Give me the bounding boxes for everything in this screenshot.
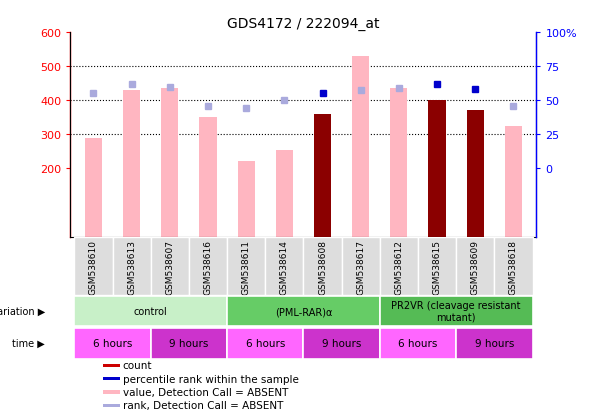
FancyBboxPatch shape (113, 237, 151, 295)
Text: (PML-RAR)α: (PML-RAR)α (275, 306, 332, 316)
FancyBboxPatch shape (74, 296, 227, 327)
Text: GSM538618: GSM538618 (509, 240, 518, 295)
Text: percentile rank within the sample: percentile rank within the sample (123, 374, 299, 384)
Text: GSM538615: GSM538615 (433, 240, 441, 295)
Text: GSM538612: GSM538612 (394, 240, 403, 294)
FancyBboxPatch shape (418, 237, 456, 295)
FancyBboxPatch shape (303, 237, 341, 295)
Text: GSM538614: GSM538614 (280, 240, 289, 294)
Bar (276, 150, 293, 237)
Text: 9 hours: 9 hours (474, 338, 514, 348)
FancyBboxPatch shape (151, 328, 227, 359)
Text: 6 hours: 6 hours (398, 338, 438, 348)
FancyBboxPatch shape (74, 328, 151, 359)
FancyBboxPatch shape (227, 328, 303, 359)
Text: GSM538607: GSM538607 (166, 240, 174, 295)
Bar (103, 364, 120, 367)
FancyBboxPatch shape (456, 237, 494, 295)
FancyBboxPatch shape (303, 328, 380, 359)
Text: GSM538613: GSM538613 (127, 240, 136, 295)
FancyBboxPatch shape (189, 237, 227, 295)
Bar (103, 404, 120, 407)
Text: 9 hours: 9 hours (169, 338, 208, 348)
FancyBboxPatch shape (494, 237, 533, 295)
Bar (103, 390, 120, 394)
Bar (352, 57, 369, 237)
FancyBboxPatch shape (380, 328, 456, 359)
Text: GSM538610: GSM538610 (89, 240, 98, 295)
Bar (85, 138, 102, 237)
Bar (505, 126, 522, 237)
Text: 9 hours: 9 hours (322, 338, 361, 348)
FancyBboxPatch shape (227, 237, 265, 295)
Bar (161, 89, 178, 237)
FancyBboxPatch shape (227, 296, 380, 327)
Text: time ▶: time ▶ (12, 338, 45, 348)
FancyBboxPatch shape (341, 237, 380, 295)
FancyBboxPatch shape (151, 237, 189, 295)
Text: genotype/variation ▶: genotype/variation ▶ (0, 306, 45, 316)
Text: GSM538617: GSM538617 (356, 240, 365, 295)
Bar (466, 111, 484, 237)
Text: GSM538609: GSM538609 (471, 240, 480, 295)
FancyBboxPatch shape (74, 237, 113, 295)
Bar (314, 115, 331, 237)
Bar (238, 161, 255, 237)
Text: GSM538616: GSM538616 (204, 240, 213, 295)
FancyBboxPatch shape (380, 296, 533, 327)
Text: 6 hours: 6 hours (246, 338, 285, 348)
Bar (103, 377, 120, 380)
Bar (123, 91, 140, 237)
FancyBboxPatch shape (265, 237, 303, 295)
Text: 6 hours: 6 hours (93, 338, 132, 348)
FancyBboxPatch shape (380, 237, 418, 295)
Text: PR2VR (cleavage resistant
mutant): PR2VR (cleavage resistant mutant) (392, 301, 521, 322)
Bar (199, 118, 216, 237)
FancyBboxPatch shape (456, 328, 533, 359)
Text: GSM538608: GSM538608 (318, 240, 327, 295)
Text: value, Detection Call = ABSENT: value, Detection Call = ABSENT (123, 387, 288, 397)
Text: GSM538611: GSM538611 (242, 240, 251, 295)
Title: GDS4172 / 222094_at: GDS4172 / 222094_at (227, 17, 379, 31)
Text: count: count (123, 360, 152, 370)
Bar (428, 101, 446, 237)
Text: rank, Detection Call = ABSENT: rank, Detection Call = ABSENT (123, 401, 283, 411)
Bar (390, 89, 408, 237)
Text: control: control (134, 306, 167, 316)
